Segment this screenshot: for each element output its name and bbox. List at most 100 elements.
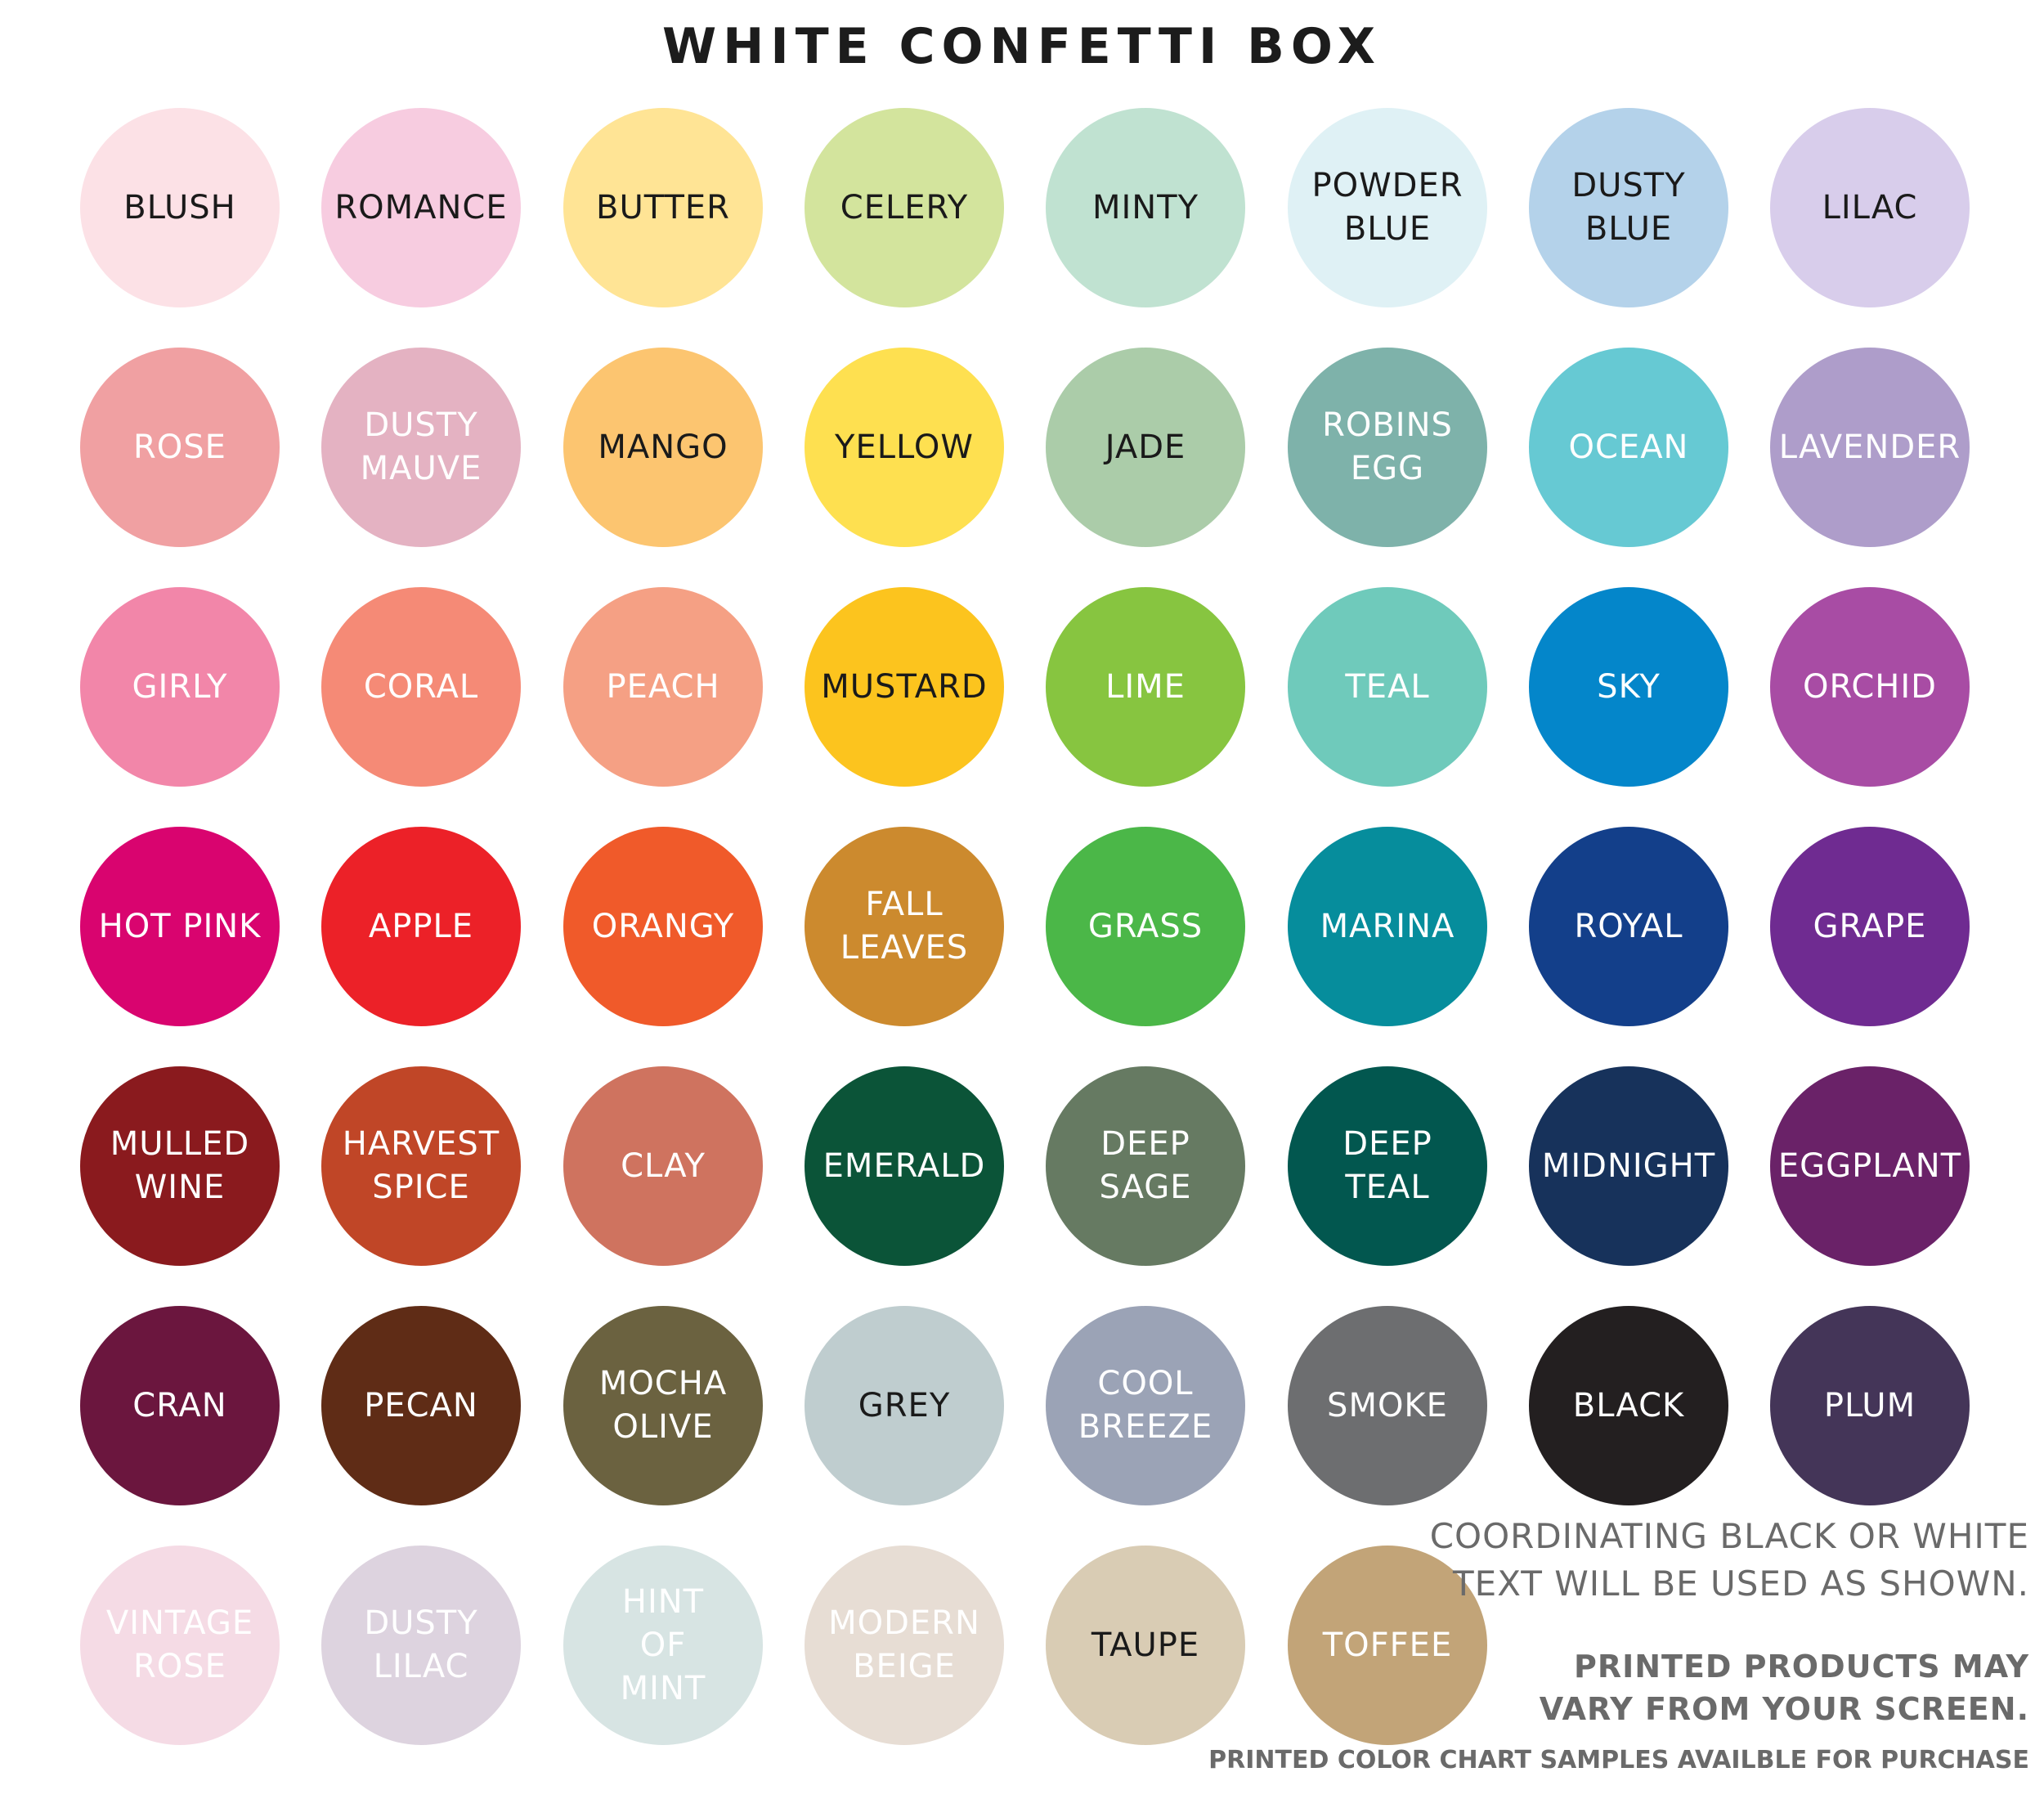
swatch-label: TOFFEE xyxy=(1322,1626,1453,1664)
screen-variation-note: PRINTED PRODUCTS MAY VARY FROM YOUR SCRE… xyxy=(1540,1645,2029,1730)
color-swatch: TAUPE xyxy=(1046,1546,1245,1745)
swatch-label: GIRLY xyxy=(132,667,228,706)
swatch-label: EGG xyxy=(1350,450,1425,487)
color-swatch: VINTAGE ROSE xyxy=(80,1546,280,1745)
swatch-label: GREY xyxy=(858,1386,951,1424)
swatch-label: WINE xyxy=(134,1169,226,1206)
color-swatch: PEACH xyxy=(563,587,763,787)
swatch-label: YELLOW xyxy=(835,428,974,466)
color-swatch: YELLOW xyxy=(805,348,1004,547)
swatch-label: MAUVE xyxy=(360,450,482,487)
color-swatch: MINTY xyxy=(1046,108,1245,307)
swatch-label: APPLE xyxy=(368,907,474,945)
swatch-label: ROSE xyxy=(133,1648,226,1685)
color-swatch: MODERN BEIGE xyxy=(805,1546,1004,1745)
color-swatch: MOCHA OLIVE xyxy=(563,1306,763,1505)
note-line: COORDINATING BLACK OR WHITE xyxy=(1429,1516,2029,1556)
color-swatch: APPLE xyxy=(321,827,521,1026)
swatch-label: MULLED xyxy=(110,1125,250,1163)
note-line: PRINTED PRODUCTS MAY xyxy=(1573,1649,2029,1685)
swatch-label: DUSTY xyxy=(364,406,478,444)
note-line: TEXT WILL BE USED AS SHOWN. xyxy=(1453,1564,2029,1604)
swatch-label: DUSTY xyxy=(1571,167,1686,204)
color-swatch: ROBINS EGG xyxy=(1288,348,1487,547)
color-swatch: FALL LEAVES xyxy=(805,827,1004,1026)
swatch-label: EGGPLANT xyxy=(1777,1146,1962,1185)
color-swatch: CORAL xyxy=(321,587,521,787)
chart-title: WHITE CONFETTI BOX xyxy=(661,18,1383,75)
color-swatch: EGGPLANT xyxy=(1770,1066,1970,1266)
color-swatch: LAVENDER xyxy=(1770,348,1970,547)
color-swatch: CRAN xyxy=(80,1306,280,1505)
color-swatch: SMOKE xyxy=(1288,1306,1487,1505)
swatch-label: COOL xyxy=(1097,1365,1194,1402)
swatch-label: BLUSH xyxy=(123,188,236,227)
color-swatch: EMERALD xyxy=(805,1066,1004,1266)
color-swatch: OCEAN xyxy=(1529,348,1728,547)
color-swatch: ORANGY xyxy=(563,827,763,1026)
swatch-label: LILAC xyxy=(373,1648,469,1685)
swatch-label: JADE xyxy=(1105,428,1186,466)
swatch-label: ROYAL xyxy=(1574,907,1683,945)
swatch-label: SPICE xyxy=(372,1169,470,1206)
color-swatch: GREY xyxy=(805,1306,1004,1505)
swatch-label: ORCHID xyxy=(1803,667,1937,706)
swatch-label: HINT xyxy=(621,1582,705,1621)
swatch-label: MARINA xyxy=(1320,907,1455,945)
color-swatch: ROYAL xyxy=(1529,827,1728,1026)
swatch-label: HOT PINK xyxy=(98,907,262,945)
color-swatch: HARVEST SPICE xyxy=(321,1066,521,1266)
samples-note: PRINTED COLOR CHART SAMPLES AVAILBLE FOR… xyxy=(1208,1746,2029,1774)
swatch-label: CELERY xyxy=(840,188,969,227)
color-swatch: DUSTY LILAC xyxy=(321,1546,521,1745)
swatch-label: GRAPE xyxy=(1813,907,1927,945)
swatch-label: OCEAN xyxy=(1568,428,1689,466)
swatch-label: EMERALD xyxy=(823,1146,986,1185)
swatch-label: SAGE xyxy=(1099,1169,1192,1206)
note-line: VARY FROM YOUR SCREEN. xyxy=(1539,1691,2029,1727)
swatch-label: DUSTY xyxy=(364,1604,478,1642)
color-swatch: DUSTY BLUE xyxy=(1529,108,1728,307)
swatch-label: POWDER xyxy=(1311,167,1464,204)
swatch-label: FALL xyxy=(865,886,944,923)
color-swatch: BLUSH xyxy=(80,108,280,307)
swatch-label: ROBINS xyxy=(1322,406,1453,444)
swatch-label: PEACH xyxy=(606,667,720,706)
swatch-label: MINT xyxy=(620,1669,706,1707)
color-swatch: GIRLY xyxy=(80,587,280,787)
swatch-label: BLACK xyxy=(1572,1386,1685,1424)
swatch-label: MINTY xyxy=(1091,188,1199,227)
color-swatch: ORCHID xyxy=(1770,587,1970,787)
swatch-label: CRAN xyxy=(132,1386,227,1424)
color-swatch: HINT OF MINT xyxy=(563,1546,763,1745)
swatch-label: CORAL xyxy=(363,667,479,706)
swatch-label: OLIVE xyxy=(612,1408,714,1446)
swatch-label: SKY xyxy=(1597,667,1661,706)
swatch-label: BLUE xyxy=(1585,210,1673,248)
swatch-label: DEEP xyxy=(1100,1125,1190,1163)
coordinating-text-note: COORDINATING BLACK OR WHITE TEXT WILL BE… xyxy=(1430,1513,2029,1608)
color-swatch: POWDER BLUE xyxy=(1288,108,1487,307)
color-swatch: GRASS xyxy=(1046,827,1245,1026)
color-swatch: LIME xyxy=(1046,587,1245,787)
swatch-label: TEAL xyxy=(1345,1169,1430,1206)
color-swatch: GRAPE xyxy=(1770,827,1970,1026)
swatch-label: MODERN xyxy=(828,1604,980,1642)
color-swatch: ROSE xyxy=(80,348,280,547)
color-swatch: MUSTARD xyxy=(805,587,1004,787)
color-swatch: PLUM xyxy=(1770,1306,1970,1505)
swatch-label: MANGO xyxy=(598,428,728,466)
swatch-label: CLAY xyxy=(621,1146,706,1185)
swatch-label: OF xyxy=(639,1626,687,1664)
swatch-label: ROSE xyxy=(133,428,226,466)
color-swatch: LILAC xyxy=(1770,108,1970,307)
color-swatch: PECAN xyxy=(321,1306,521,1505)
swatch-label: ROMANCE xyxy=(334,188,508,227)
swatch-label: TEAL xyxy=(1345,667,1430,706)
swatch-label: HARVEST xyxy=(342,1125,500,1163)
swatch-label: VINTAGE xyxy=(105,1604,254,1642)
color-swatch: MANGO xyxy=(563,348,763,547)
color-swatch: SKY xyxy=(1529,587,1728,787)
swatch-label: PECAN xyxy=(364,1386,478,1424)
